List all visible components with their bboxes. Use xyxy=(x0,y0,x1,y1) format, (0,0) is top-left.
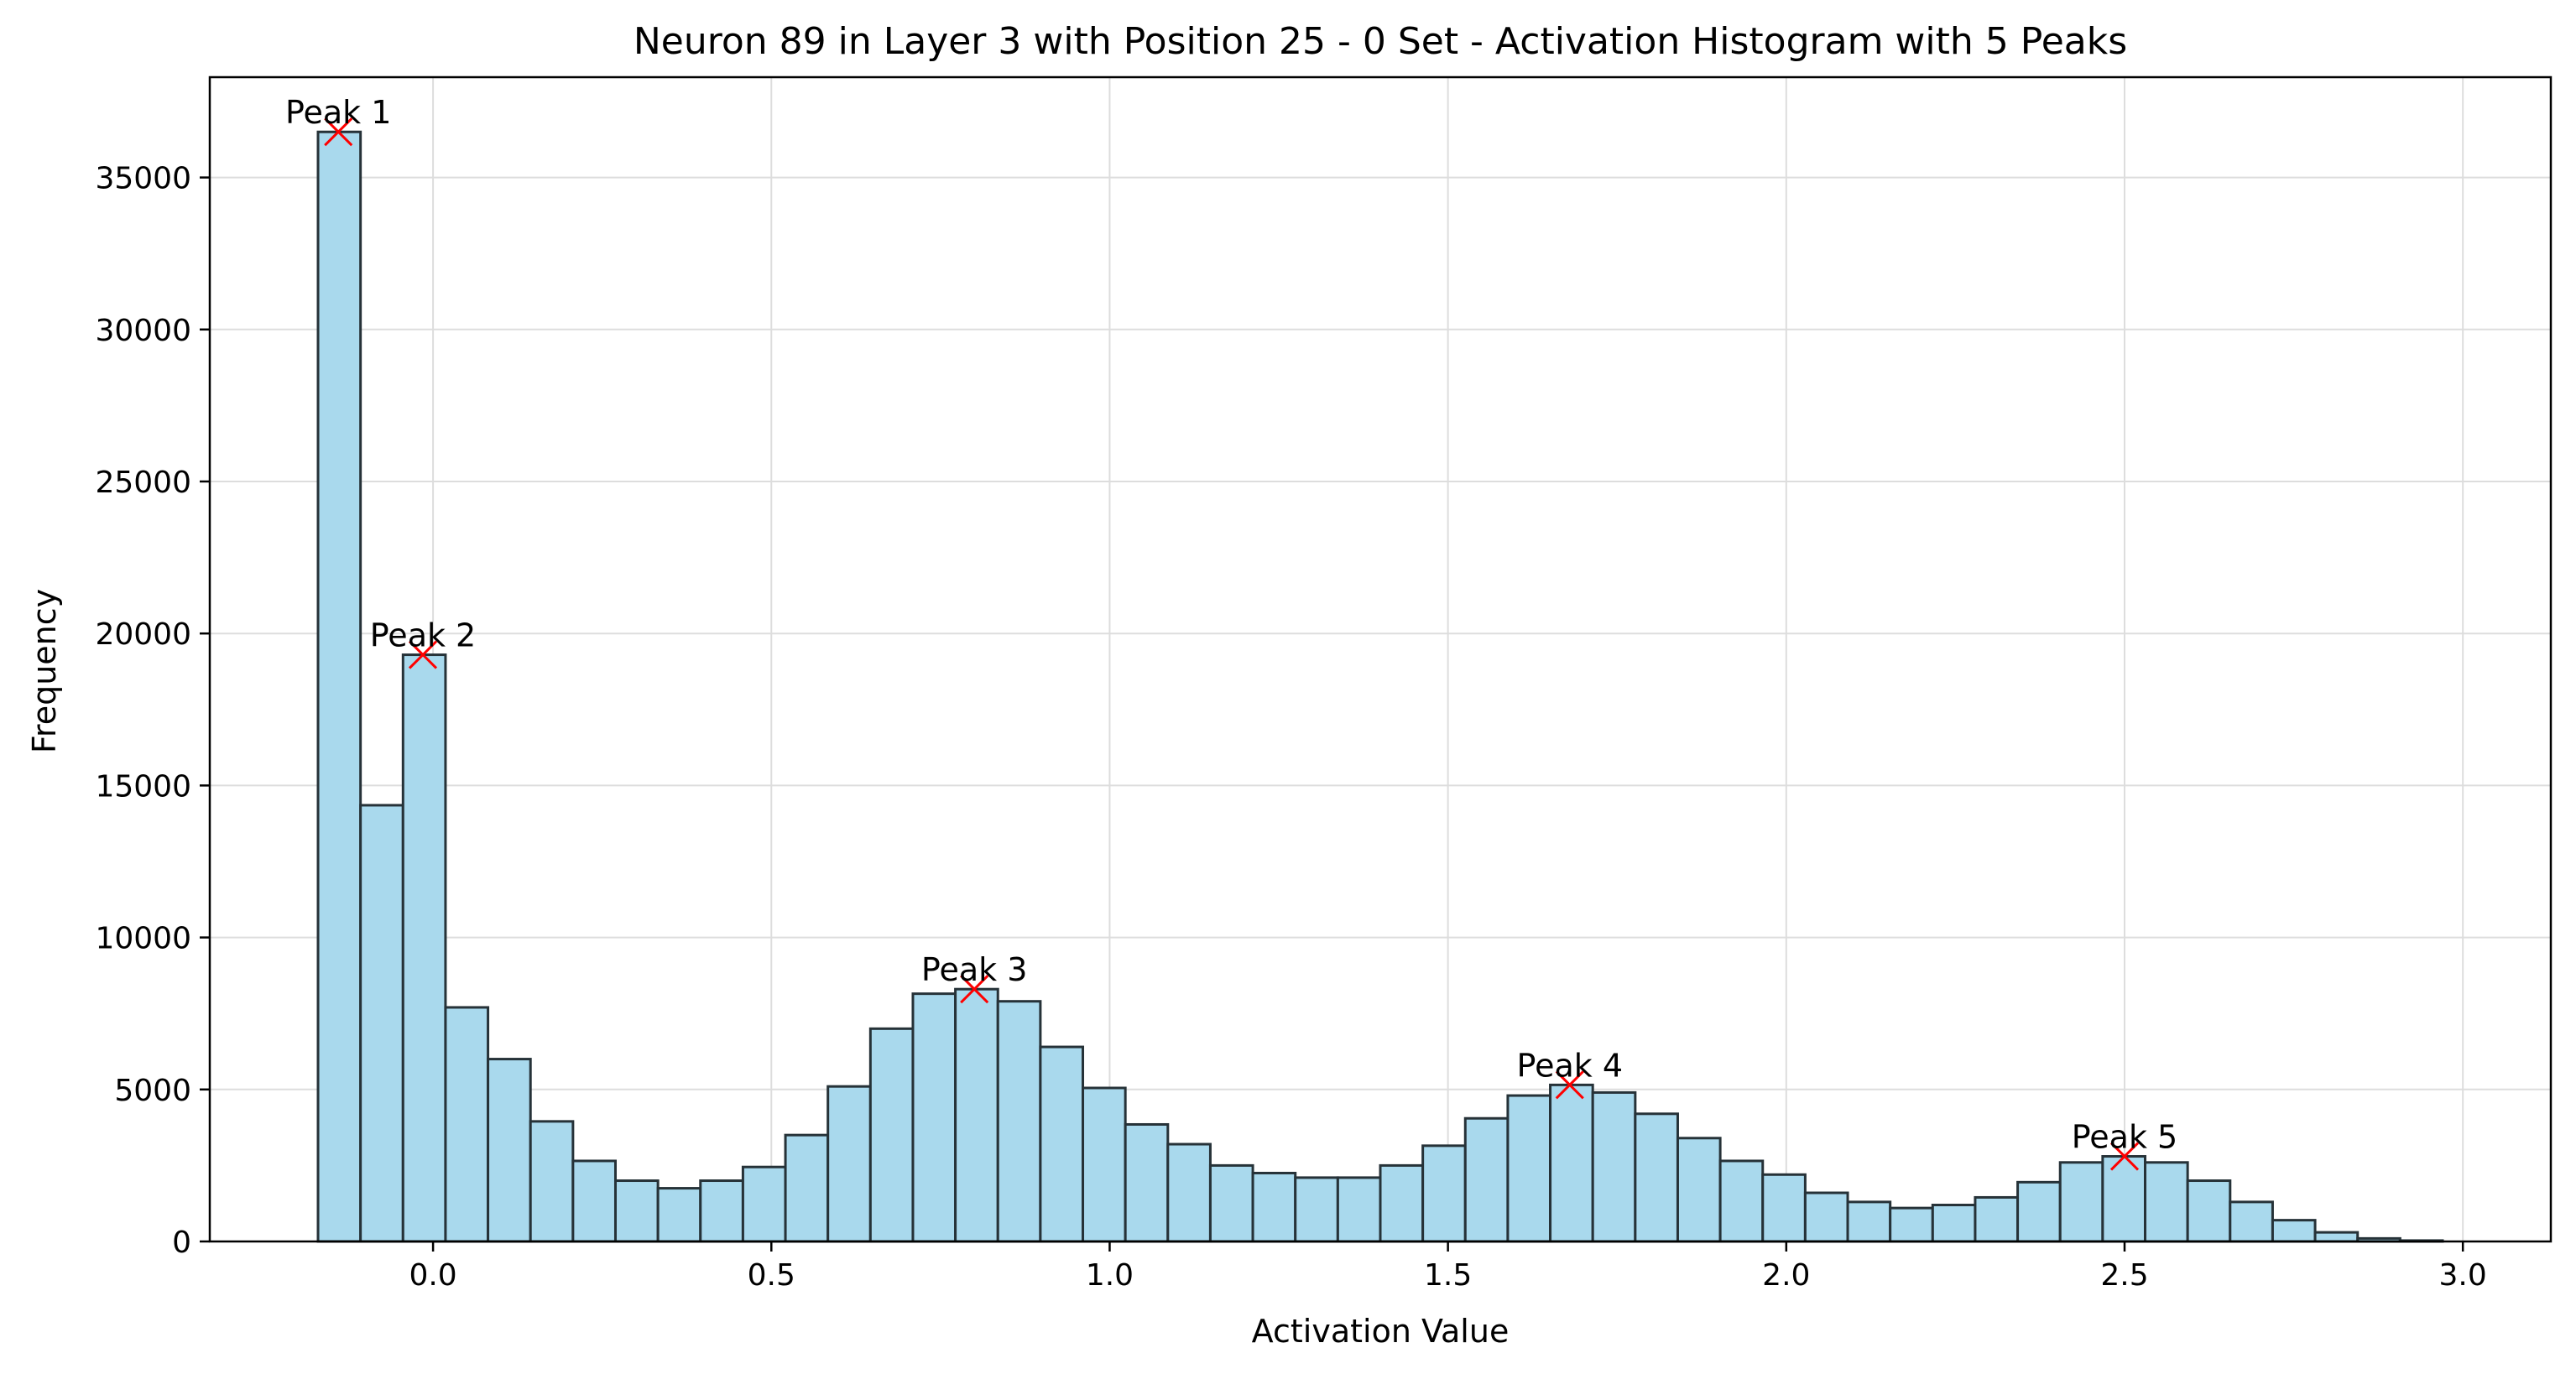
peak-label: Peak 2 xyxy=(370,617,477,654)
histogram-bars xyxy=(316,130,2444,1243)
peak-label: Peak 1 xyxy=(285,94,392,131)
peak-marker xyxy=(960,975,989,1004)
histogram-bar xyxy=(444,1006,490,1243)
histogram-bar xyxy=(1294,1176,1339,1243)
histogram-bar xyxy=(699,1179,744,1243)
x-axis-label: Activation Value xyxy=(1252,1313,1510,1350)
histogram-bar xyxy=(1591,1090,1637,1243)
peak-markers: Peak 1 Peak 2 Peak 3 Peak 4 Peak 5 xyxy=(285,94,2178,1171)
histogram-bar xyxy=(868,1027,915,1243)
y-axis-ticks: 0 5000 10000 15000 20000 25000 30000 35000 xyxy=(95,162,210,1260)
histogram-bar xyxy=(1846,1200,1892,1243)
y-tick-label: 25000 xyxy=(95,466,191,500)
histogram-bar xyxy=(1463,1116,1510,1243)
peak-marker xyxy=(324,117,353,147)
x-tick-label: 1.5 xyxy=(1424,1258,1472,1293)
histogram-bar xyxy=(1336,1176,1382,1243)
peak-label: Peak 3 xyxy=(921,951,1028,988)
histogram-bar xyxy=(2058,1161,2104,1243)
peak-marker-stroke xyxy=(1555,1070,1584,1100)
histogram-bar xyxy=(1166,1142,1212,1243)
peak-marker xyxy=(1555,1070,1584,1100)
histogram-bar xyxy=(1039,1045,1085,1243)
y-tick-label: 5000 xyxy=(114,1074,191,1108)
histogram-bar xyxy=(1974,1195,2020,1243)
histogram-bar xyxy=(1124,1122,1170,1243)
histogram-bar xyxy=(1634,1112,1679,1243)
histogram-bar xyxy=(529,1120,575,1243)
peak-marker xyxy=(2109,1142,2140,1171)
histogram-bar xyxy=(1761,1173,1807,1243)
y-tick-label: 20000 xyxy=(95,617,191,652)
histogram-bar xyxy=(2016,1180,2062,1243)
histogram-bar xyxy=(2271,1219,2317,1243)
x-tick-label: 0.0 xyxy=(409,1258,456,1293)
histogram-bar xyxy=(1082,1086,1127,1243)
histogram-bar xyxy=(401,653,447,1243)
histogram-bar xyxy=(656,1187,702,1243)
histogram-bar xyxy=(1379,1163,1425,1243)
x-tick-label: 0.5 xyxy=(748,1258,795,1293)
peak-marker-stroke xyxy=(960,975,989,1004)
histogram-bar xyxy=(911,992,957,1243)
histogram-bar xyxy=(1676,1137,1722,1243)
y-tick-label: 35000 xyxy=(95,162,191,196)
histogram-bar xyxy=(2229,1200,2274,1243)
plot-frame xyxy=(208,75,2553,1243)
histogram-bar xyxy=(1251,1171,1297,1243)
histogram-bar xyxy=(613,1179,660,1243)
histogram-bar xyxy=(1549,1083,1594,1243)
x-tick-label: 3.0 xyxy=(2439,1258,2487,1293)
peak-marker-stroke xyxy=(324,117,353,147)
histogram-bar xyxy=(2144,1161,2189,1243)
histogram-bar xyxy=(1208,1163,1254,1243)
histogram-bar xyxy=(316,130,362,1243)
histogram-bar xyxy=(1803,1191,1849,1243)
histogram-bar xyxy=(784,1133,830,1243)
peak-marker xyxy=(408,640,438,669)
histogram-bar xyxy=(359,804,404,1243)
y-tick-label: 30000 xyxy=(95,314,191,348)
peak-label: Peak 5 xyxy=(2072,1119,2178,1156)
x-axis-ticks: 0.0 0.5 1.0 1.5 2.0 2.5 3.0 xyxy=(409,1241,2487,1293)
histogram-bar xyxy=(1931,1204,1977,1243)
histogram-bar xyxy=(827,1085,872,1243)
histogram-bar xyxy=(487,1058,532,1243)
x-tick-label: 2.5 xyxy=(2100,1258,2148,1293)
x-tick-label: 2.0 xyxy=(1762,1258,1810,1293)
histogram-bar xyxy=(954,987,999,1243)
y-tick-label: 15000 xyxy=(95,769,191,804)
y-tick-label: 0 xyxy=(172,1226,191,1260)
histogram-bar xyxy=(2101,1155,2147,1243)
histogram-bar xyxy=(1889,1206,1934,1243)
peak-marker-stroke xyxy=(2109,1142,2140,1171)
histogram-bar xyxy=(2186,1179,2232,1243)
peak-label: Peak 4 xyxy=(1517,1047,1624,1084)
peak-marker-stroke xyxy=(408,640,438,669)
y-axis-label: Frequency xyxy=(26,589,63,753)
histogram-bar xyxy=(2313,1231,2360,1243)
histogram-bar xyxy=(571,1159,617,1243)
x-tick-label: 1.0 xyxy=(1086,1258,1134,1293)
y-tick-label: 10000 xyxy=(95,922,191,956)
histogram-bar xyxy=(1421,1144,1467,1243)
chart-title: Neuron 89 in Layer 3 with Position 25 - … xyxy=(634,20,2127,63)
histogram-bar xyxy=(996,1000,1042,1243)
histogram-bar xyxy=(1506,1094,1552,1243)
histogram-bar xyxy=(1718,1159,1765,1243)
histogram-bar xyxy=(741,1165,787,1243)
